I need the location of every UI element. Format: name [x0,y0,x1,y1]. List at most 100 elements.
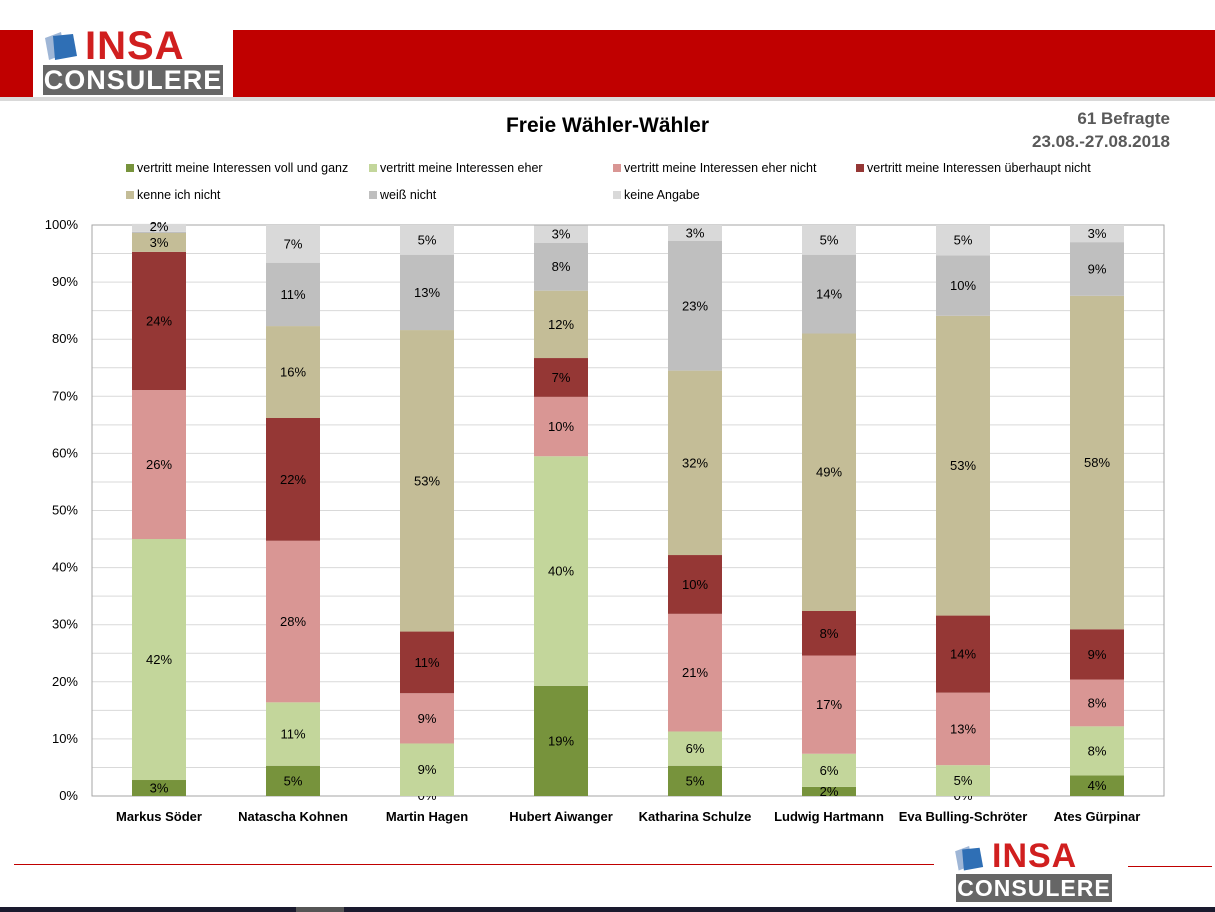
legend-item: vertritt meine Interessen eher [369,160,543,176]
bar-segment [668,240,722,371]
data-label: 24% [146,313,172,328]
bar-segment [132,232,186,252]
x-tick-label: Hubert Aiwanger [509,809,613,824]
legend-label: vertritt meine Interessen voll und ganz [137,161,349,175]
bar-segment [936,255,990,316]
bar-segment [132,539,186,781]
data-label: 32% [682,455,708,470]
data-label: 5% [954,233,973,248]
y-tick-label: 30% [52,617,78,632]
data-label: 9% [1088,647,1107,662]
legend-item: vertritt meine Interessen überhaupt nich… [856,160,1091,176]
bar-segment [534,242,588,291]
data-label: 17% [816,697,842,712]
bar-segment [668,225,722,241]
legend-swatch [369,191,377,199]
y-tick-label: 0% [59,788,78,803]
y-tick-label: 70% [52,388,78,403]
legend-item: vertritt meine Interessen voll und ganz [126,160,348,176]
bar-segment [400,693,454,744]
bar-segment [668,765,722,796]
legend-swatch [613,164,621,172]
insa-consulere-logo: INSA CONSULERE [33,24,233,97]
bar-segment [534,456,588,686]
y-tick-label: 90% [52,274,78,289]
x-tick-label: Katharina Schulze [639,809,752,824]
data-label: 8% [1088,695,1107,710]
data-label: 3% [150,781,169,796]
logo-insa-text: INSA [85,24,185,68]
legend-swatch [126,164,134,172]
data-label: 5% [686,773,705,788]
legend-label: kenne ich nicht [137,188,221,202]
data-label: 22% [280,472,306,487]
data-label: 2% [820,784,839,799]
data-label: 9% [418,762,437,777]
data-label: 11% [280,727,305,742]
data-label: 5% [284,773,303,788]
legend-label: keine Angabe [624,188,700,202]
bar-segment [132,231,186,233]
data-label: 5% [820,232,839,247]
data-label: 14% [816,287,842,302]
data-label: 13% [950,721,976,736]
bar-segment [936,692,990,766]
legend-label: weiß nicht [380,188,437,202]
bar-segment [1070,295,1124,630]
logo-insa-text: INSA [992,837,1078,875]
survey-date-range: 23.08.-27.08.2018 [1031,132,1170,151]
chart-title: Freie Wähler-Wähler [505,114,710,137]
bar-segment [802,786,856,796]
legend-label: vertritt meine Interessen eher nicht [624,161,817,175]
logo-cube-icon [45,32,77,60]
y-tick-label: 100% [45,217,79,232]
data-label: 8% [1088,743,1107,758]
data-label: 11% [414,655,439,670]
bar-segment [132,780,186,796]
data-label: 11% [280,287,305,302]
bar-segment [1070,225,1124,243]
bar-segment [132,223,186,232]
bar-segment [802,254,856,334]
data-label: 58% [1084,455,1110,470]
data-label: 4% [1088,778,1107,793]
footer-divider [14,864,934,865]
respondents-count: 61 Befragte [1077,109,1170,128]
bar-segment [400,330,454,632]
bar-segment [936,315,990,616]
bar-segment [266,262,320,327]
chart-legend: vertritt meine Interessen voll und ganz … [126,160,1206,210]
bar-segment [534,290,588,359]
data-label: 3% [150,235,169,250]
y-tick-label: 80% [52,331,78,346]
x-tick-label: Ludwig Hartmann [774,809,884,824]
data-label: 3% [552,227,571,242]
data-label: 28% [280,614,306,629]
bar-segment [1070,679,1124,727]
legend-item: vertritt meine Interessen eher nicht [613,160,816,176]
logo-consulere-text: CONSULERE [956,874,1112,902]
data-label: 16% [280,365,306,380]
data-label: 10% [682,577,708,592]
bar-segment [668,370,722,556]
data-label: 2% [150,219,169,234]
data-label: 53% [414,473,440,488]
data-label: 23% [682,298,708,313]
x-tick-label: Ates Gürpinar [1054,809,1141,824]
bar-segment [668,613,722,732]
data-label: 6% [820,763,839,778]
data-label: 3% [686,225,705,240]
bar-segment [534,396,588,457]
bar-segment [400,743,454,796]
data-label: 3% [1088,226,1107,241]
y-tick-label: 60% [52,445,78,460]
bar-segment [266,417,320,541]
data-label: 40% [548,564,574,579]
bar-segment [534,225,588,243]
bar-segment [1070,726,1124,776]
bar-segment [802,610,856,656]
bar-segment [534,358,588,397]
bar-segment [266,225,320,263]
bar-segment [1070,775,1124,796]
data-label: 49% [816,465,842,480]
